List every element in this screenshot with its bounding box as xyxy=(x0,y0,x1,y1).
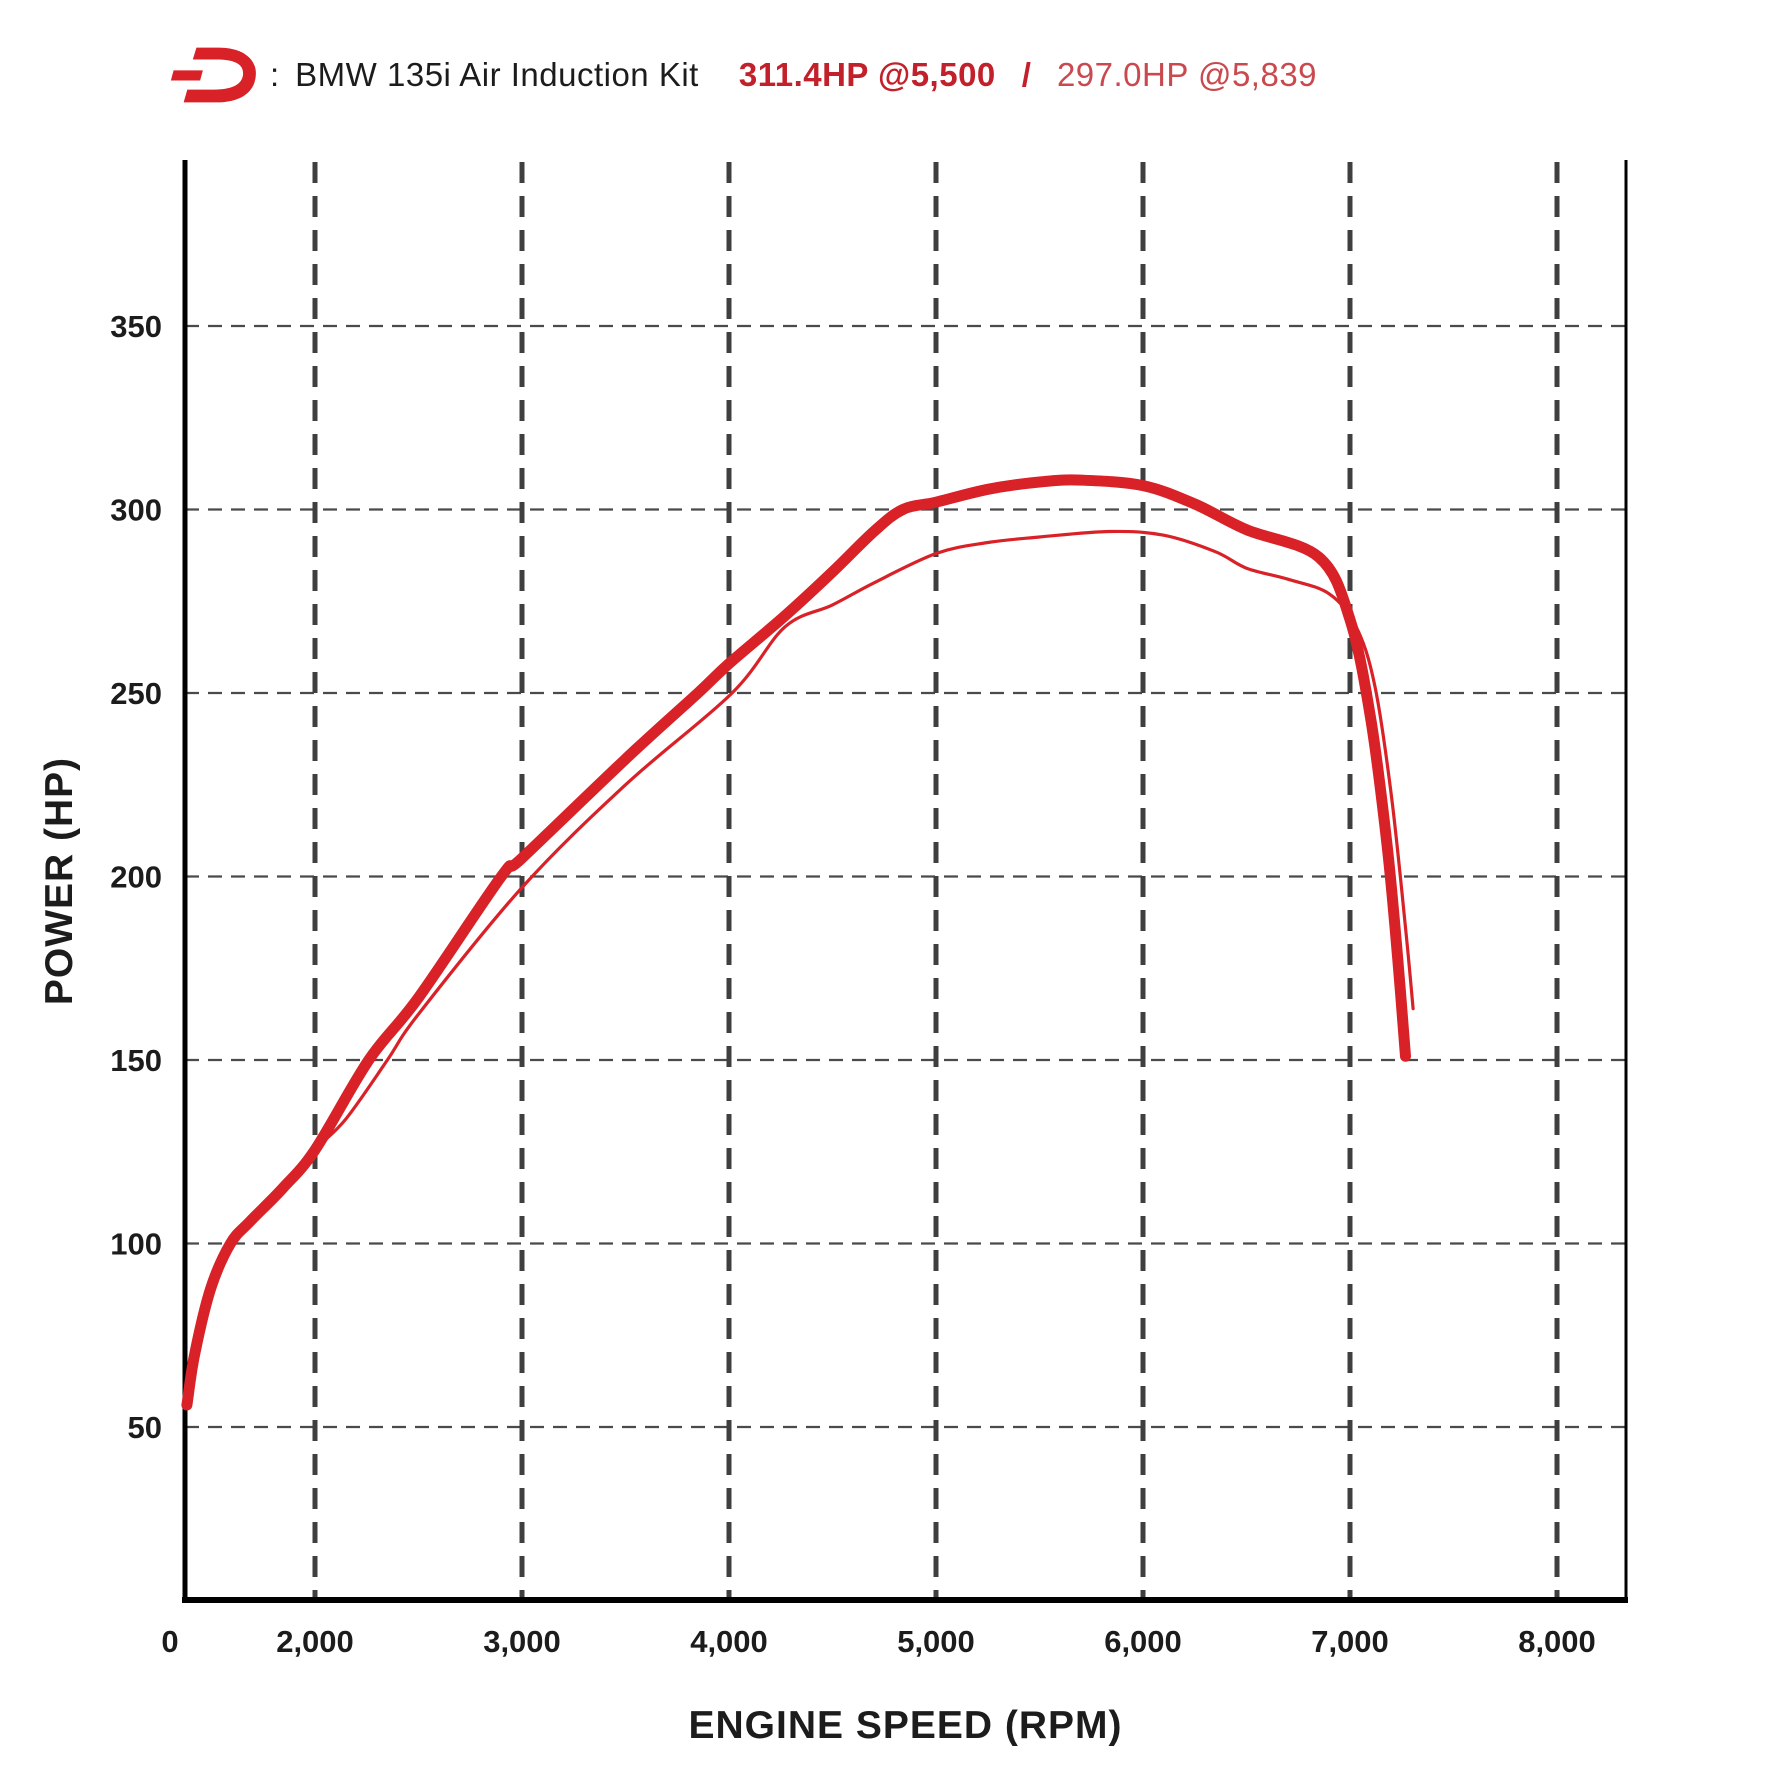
x-tick-label: 2,000 xyxy=(276,1624,354,1659)
x-tick-label: 0 xyxy=(161,1624,178,1659)
y-tick-label: 200 xyxy=(110,860,162,895)
y-tick-label: 100 xyxy=(110,1227,162,1262)
chart-header: : BMW 135i Air Induction Kit 311.4HP @5,… xyxy=(166,40,1317,110)
y-axis-title: POWER (HP) xyxy=(38,757,81,1005)
y-tick-label: 50 xyxy=(128,1410,162,1445)
y-tick-label: 250 xyxy=(110,676,162,711)
header-separator: : xyxy=(270,56,280,93)
x-tick-label: 3,000 xyxy=(483,1624,561,1659)
x-tick-label: 7,000 xyxy=(1311,1624,1389,1659)
x-tick-label: 6,000 xyxy=(1104,1624,1182,1659)
x-tick-label: 4,000 xyxy=(690,1624,768,1659)
x-tick-label: 5,000 xyxy=(897,1624,975,1659)
header-slash: / xyxy=(1021,56,1031,93)
x-tick-label: 8,000 xyxy=(1518,1624,1596,1659)
product-title: BMW 135i Air Induction Kit xyxy=(295,56,699,93)
y-tick-label: 300 xyxy=(110,493,162,528)
y-tick-label: 350 xyxy=(110,309,162,344)
dinan-logo-icon xyxy=(166,47,256,103)
peak-power-primary: 311.4HP @5,500 xyxy=(738,56,996,93)
y-tick-label: 150 xyxy=(110,1043,162,1078)
power-curve-stock-baseline xyxy=(185,529,1415,1407)
peak-power-secondary: 297.0HP @5,839 xyxy=(1056,56,1318,93)
x-axis-title: ENGINE SPEED (RPM) xyxy=(688,1704,1122,1747)
